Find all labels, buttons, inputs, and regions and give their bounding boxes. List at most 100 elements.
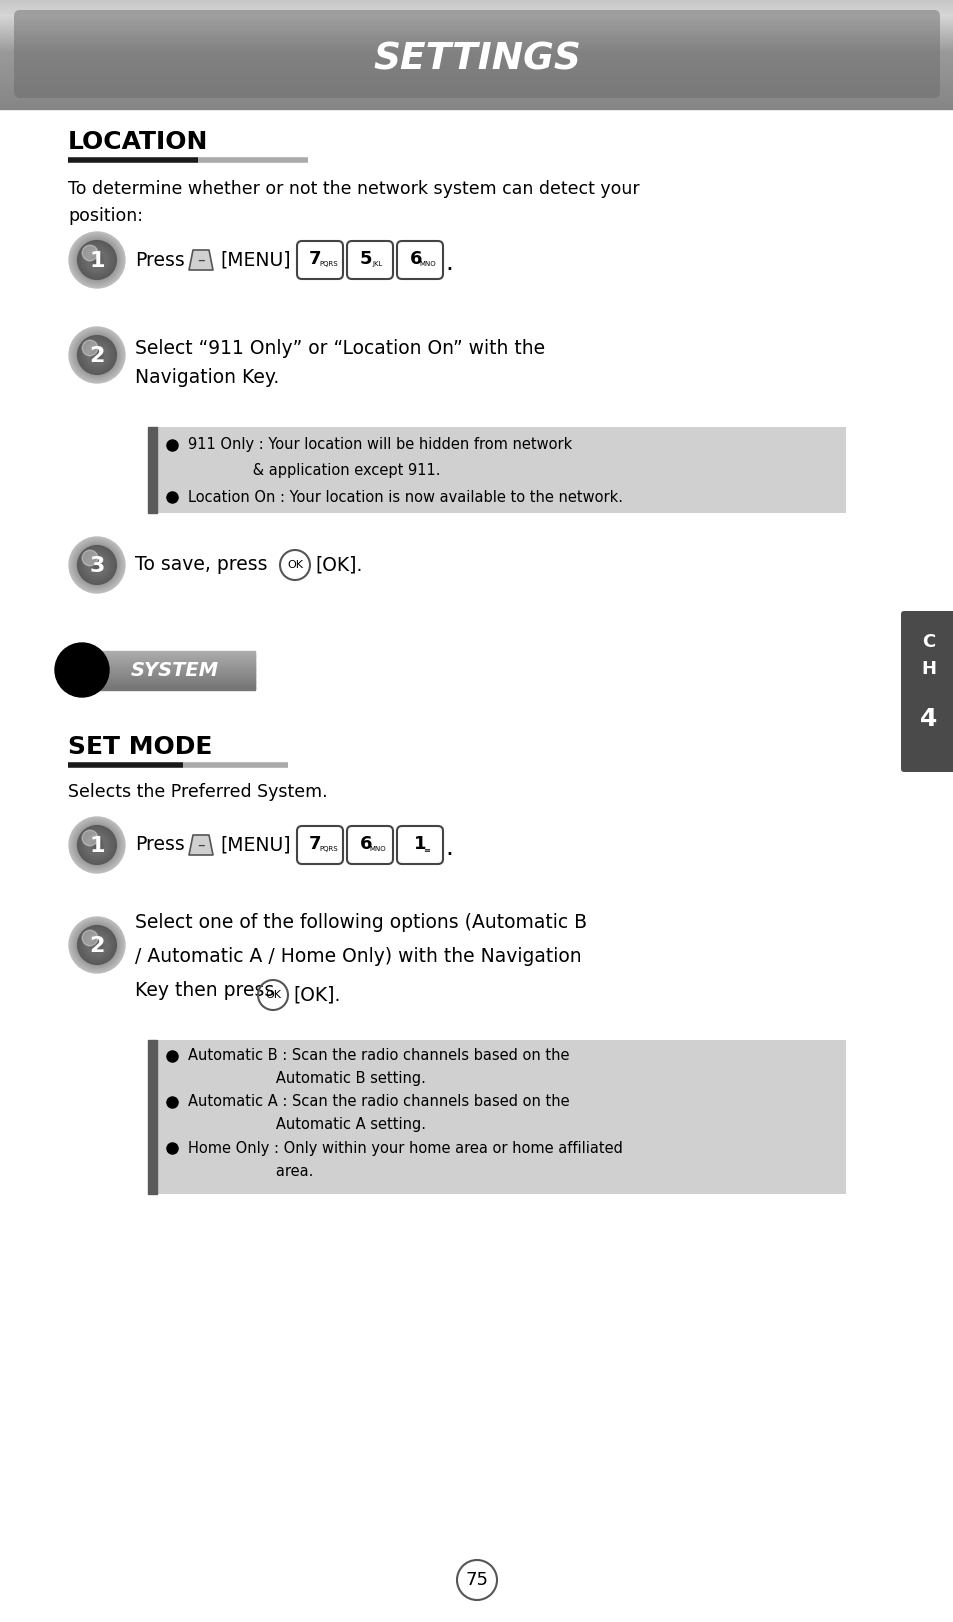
Circle shape [69,537,125,594]
Circle shape [94,942,99,947]
Circle shape [70,328,124,383]
Circle shape [71,539,124,592]
Circle shape [84,551,110,577]
Text: [MENU]: [MENU] [220,250,291,269]
Text: 6: 6 [410,250,422,268]
Circle shape [94,843,99,847]
Text: [OK].: [OK]. [314,555,362,574]
Circle shape [72,821,121,869]
Circle shape [86,555,108,576]
Text: 4: 4 [920,707,937,732]
Circle shape [83,832,111,858]
Circle shape [78,547,115,584]
Text: 1: 1 [90,835,105,856]
Bar [148,427,157,513]
Text: SETTINGS: SETTINGS [373,42,580,78]
Circle shape [69,916,125,973]
Circle shape [82,245,98,261]
Circle shape [95,843,98,847]
Circle shape [80,339,113,371]
Circle shape [88,345,106,365]
Circle shape [94,942,100,947]
Circle shape [75,543,118,587]
Circle shape [74,921,120,968]
FancyBboxPatch shape [396,242,442,279]
Circle shape [71,540,122,590]
Circle shape [89,347,105,363]
FancyBboxPatch shape [347,826,393,865]
Circle shape [95,944,98,946]
Circle shape [70,232,124,287]
Circle shape [79,242,114,277]
Circle shape [89,251,105,268]
Circle shape [72,921,121,970]
Text: MNO: MNO [419,261,436,268]
Circle shape [71,539,123,590]
Circle shape [88,556,106,574]
Text: LOCATION: LOCATION [68,130,208,154]
Circle shape [87,835,107,855]
Circle shape [93,352,100,358]
Circle shape [87,555,107,576]
Text: To save, press: To save, press [135,555,267,574]
Circle shape [94,354,99,357]
FancyBboxPatch shape [900,611,953,772]
Circle shape [80,827,114,863]
Circle shape [89,837,105,853]
Circle shape [78,336,115,373]
Circle shape [90,253,104,268]
Circle shape [93,842,100,848]
Circle shape [91,253,103,266]
Circle shape [74,923,119,967]
Circle shape [77,240,117,281]
Circle shape [85,342,109,367]
Circle shape [73,921,121,968]
FancyBboxPatch shape [14,10,939,97]
Text: Select one of the following options (Automatic B: Select one of the following options (Aut… [135,913,586,933]
Circle shape [95,258,98,261]
Circle shape [77,334,117,375]
FancyBboxPatch shape [296,826,343,865]
Circle shape [83,830,112,860]
Circle shape [84,933,110,959]
Text: .: . [444,835,453,860]
Circle shape [81,929,112,960]
Circle shape [86,250,108,271]
Polygon shape [189,250,213,269]
Bar [148,1040,845,1194]
Circle shape [71,819,124,871]
Circle shape [71,918,124,972]
Circle shape [80,243,113,276]
Circle shape [74,333,119,378]
Circle shape [90,558,104,573]
Circle shape [77,336,116,375]
FancyBboxPatch shape [347,242,393,279]
Circle shape [78,826,115,863]
Circle shape [89,251,106,269]
Circle shape [86,344,109,367]
Circle shape [82,341,112,370]
Circle shape [69,232,125,289]
Circle shape [86,344,108,367]
Circle shape [89,556,106,574]
Text: area.: area. [188,1163,313,1179]
Circle shape [91,255,103,266]
Circle shape [89,347,106,363]
Text: .: . [444,251,453,276]
Circle shape [77,925,117,965]
Circle shape [83,931,111,959]
Circle shape [88,835,106,855]
Circle shape [93,941,100,949]
Circle shape [73,542,121,589]
Circle shape [82,550,98,566]
Circle shape [77,545,117,586]
Circle shape [76,824,118,866]
Circle shape [84,342,110,368]
Circle shape [79,827,114,863]
Circle shape [91,839,103,852]
Circle shape [72,540,121,589]
Circle shape [92,561,101,569]
Circle shape [90,839,104,852]
Circle shape [91,349,103,362]
Circle shape [94,563,99,568]
